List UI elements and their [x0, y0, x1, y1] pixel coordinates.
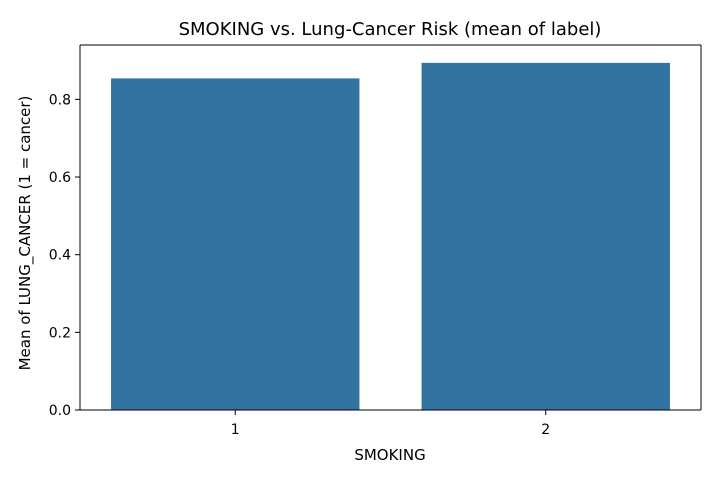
bar-1 [111, 78, 360, 410]
x-tick-label-1: 1 [231, 422, 240, 438]
x-tick-label-2: 2 [541, 422, 550, 438]
y-tick-label: 0.0 [49, 403, 71, 419]
y-axis-ticks: 0.0 0.2 0.4 0.6 0.8 [49, 92, 80, 419]
y-tick-label: 0.4 [49, 248, 71, 264]
bars-group [111, 62, 670, 411]
y-tick-label: 0.2 [49, 325, 71, 341]
bar-2 [421, 62, 670, 411]
y-tick-label: 0.8 [49, 92, 71, 108]
chart-title: SMOKING vs. Lung-Cancer Risk (mean of la… [179, 19, 602, 40]
y-axis-label: Mean of LUNG_CANCER (1 = cancer) [16, 96, 35, 371]
y-tick-label: 0.6 [49, 170, 71, 186]
x-axis-label: SMOKING [354, 446, 425, 464]
